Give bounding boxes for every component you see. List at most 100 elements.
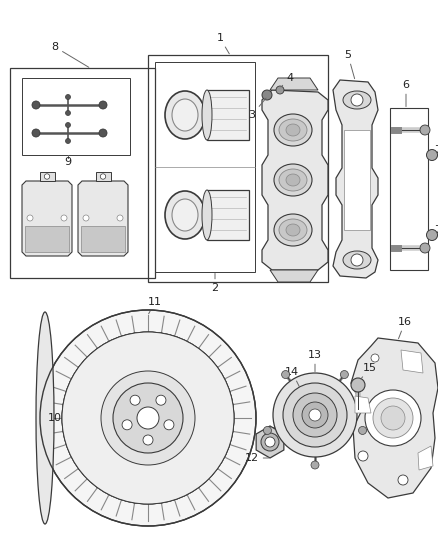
- Ellipse shape: [286, 124, 300, 136]
- Ellipse shape: [202, 90, 212, 140]
- Ellipse shape: [165, 91, 205, 139]
- Circle shape: [164, 420, 174, 430]
- Text: 7: 7: [434, 145, 438, 155]
- Circle shape: [365, 390, 421, 446]
- Circle shape: [351, 94, 363, 106]
- Circle shape: [262, 90, 272, 100]
- Circle shape: [263, 426, 272, 434]
- Circle shape: [373, 398, 413, 438]
- Polygon shape: [95, 172, 110, 181]
- Ellipse shape: [165, 191, 205, 239]
- Circle shape: [311, 461, 319, 469]
- Circle shape: [62, 332, 234, 504]
- Polygon shape: [270, 270, 318, 282]
- Circle shape: [32, 101, 40, 109]
- Circle shape: [66, 110, 71, 116]
- Ellipse shape: [279, 219, 307, 241]
- Circle shape: [358, 451, 368, 461]
- Text: 6: 6: [403, 80, 410, 107]
- Bar: [148, 55, 328, 282]
- Circle shape: [40, 310, 256, 526]
- Text: 14: 14: [285, 367, 300, 387]
- Circle shape: [351, 254, 363, 266]
- Circle shape: [100, 174, 106, 179]
- Ellipse shape: [202, 190, 212, 240]
- Circle shape: [66, 94, 71, 100]
- Polygon shape: [333, 80, 378, 278]
- Circle shape: [62, 332, 234, 504]
- Circle shape: [137, 407, 159, 429]
- Polygon shape: [401, 350, 423, 373]
- Circle shape: [282, 370, 290, 378]
- Circle shape: [44, 174, 49, 179]
- Circle shape: [265, 437, 275, 447]
- Bar: [22, 78, 130, 155]
- Circle shape: [351, 378, 365, 392]
- Circle shape: [156, 395, 166, 405]
- Ellipse shape: [274, 164, 312, 196]
- Polygon shape: [355, 396, 371, 413]
- Text: 1: 1: [216, 33, 230, 54]
- Ellipse shape: [172, 99, 198, 131]
- Circle shape: [117, 215, 123, 221]
- Ellipse shape: [36, 312, 54, 524]
- Text: 13: 13: [308, 350, 322, 372]
- Circle shape: [113, 383, 183, 453]
- Text: 7: 7: [434, 225, 438, 235]
- Circle shape: [427, 230, 438, 240]
- Circle shape: [359, 426, 367, 434]
- Polygon shape: [270, 78, 318, 90]
- Polygon shape: [344, 130, 370, 230]
- Circle shape: [101, 371, 195, 465]
- Circle shape: [122, 420, 132, 430]
- Circle shape: [156, 395, 166, 405]
- Ellipse shape: [274, 114, 312, 146]
- Polygon shape: [22, 181, 72, 256]
- Text: 5: 5: [345, 50, 355, 79]
- Text: 10: 10: [48, 413, 78, 423]
- Text: 12: 12: [245, 453, 268, 463]
- Polygon shape: [39, 172, 54, 181]
- Circle shape: [143, 435, 153, 445]
- Text: 4: 4: [281, 73, 293, 87]
- Circle shape: [66, 123, 71, 127]
- Bar: [155, 62, 255, 272]
- Polygon shape: [351, 338, 438, 498]
- Circle shape: [283, 383, 347, 447]
- Bar: [390, 108, 428, 270]
- Polygon shape: [78, 181, 128, 256]
- Circle shape: [27, 215, 33, 221]
- Circle shape: [164, 420, 174, 430]
- Circle shape: [340, 370, 348, 378]
- Bar: [10, 68, 155, 278]
- Ellipse shape: [343, 251, 371, 269]
- Circle shape: [427, 149, 438, 160]
- Polygon shape: [418, 446, 433, 470]
- Ellipse shape: [286, 174, 300, 186]
- Circle shape: [420, 125, 430, 135]
- Circle shape: [61, 215, 67, 221]
- Circle shape: [381, 406, 405, 430]
- Circle shape: [309, 409, 321, 421]
- Circle shape: [143, 435, 153, 445]
- Ellipse shape: [286, 224, 300, 236]
- Ellipse shape: [279, 169, 307, 191]
- Text: 16: 16: [398, 317, 412, 338]
- Polygon shape: [81, 226, 125, 252]
- Ellipse shape: [279, 119, 307, 141]
- Bar: [207, 90, 249, 140]
- Circle shape: [101, 371, 195, 465]
- Circle shape: [122, 420, 132, 430]
- Circle shape: [261, 433, 279, 451]
- Circle shape: [276, 86, 284, 94]
- Polygon shape: [275, 80, 300, 88]
- Circle shape: [293, 393, 337, 437]
- Circle shape: [32, 129, 40, 137]
- Text: 11: 11: [148, 297, 162, 314]
- Circle shape: [371, 354, 379, 362]
- Text: 9: 9: [64, 157, 71, 167]
- Circle shape: [137, 407, 159, 429]
- Circle shape: [398, 475, 408, 485]
- Text: 3: 3: [248, 98, 266, 120]
- Text: 2: 2: [212, 273, 219, 293]
